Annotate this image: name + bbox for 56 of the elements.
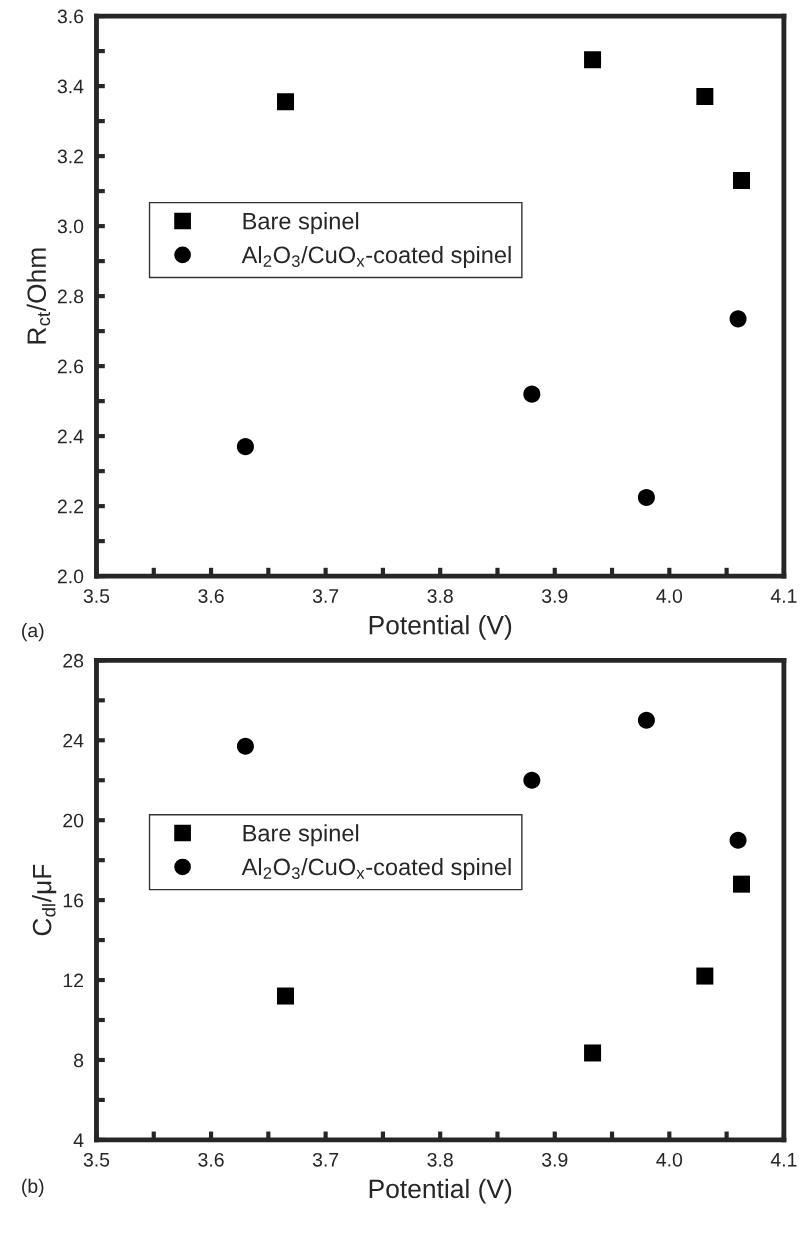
x-tick-label: 3.8 (427, 1152, 453, 1167)
y-tick-label: 3.4 (57, 79, 84, 94)
y-tick-label: 4 (73, 1133, 84, 1147)
x-tick-label: 3.9 (541, 589, 568, 603)
x-tick-label: 4.1 (770, 589, 797, 603)
y-tick-label: 8 (74, 1053, 84, 1068)
x-tick-label: 3.6 (198, 1152, 224, 1167)
text: (b) (22, 1178, 44, 1197)
y-tick-label: 16 (63, 893, 84, 908)
y-tick-label: 3.0 (57, 219, 84, 234)
x-axis-title: Potential (V) (369, 1178, 512, 1204)
y-tick-label: 3.2 (57, 149, 84, 164)
y-tick-label: 12 (63, 973, 84, 988)
point (236, 737, 254, 755)
point (584, 1044, 602, 1062)
point (729, 831, 747, 849)
y-tick-label: 3.6 (57, 9, 84, 24)
y-tick-label: 2.6 (57, 359, 84, 374)
legend-label: Al$_{2}$O$_{3}$/CuO$_{x}$-coated spinel (241, 245, 511, 268)
x-tick-label: 4.0 (656, 1152, 683, 1167)
x-tick-label: 3.5 (83, 1152, 110, 1167)
x-tick-label: 4.0 (656, 589, 683, 603)
legend-label: Bare spinel (243, 212, 359, 235)
point (696, 967, 714, 985)
point (277, 987, 295, 1005)
y-tick-label: 2.4 (57, 429, 84, 444)
point (637, 711, 655, 729)
point (584, 51, 602, 69)
y-tick-label: 2.8 (57, 289, 84, 304)
y-tick-label: 24 (63, 733, 84, 748)
point (696, 88, 714, 106)
y-axis-title: C$_{dl}$/μF (32, 864, 57, 936)
x-tick-label: 3.9 (541, 1152, 568, 1167)
point (733, 875, 751, 893)
x-tick-label: 3.8 (427, 589, 453, 603)
y-tick-label: 2.0 (57, 569, 84, 584)
point (523, 771, 541, 789)
point (523, 385, 541, 403)
text: (a) (22, 623, 44, 642)
legend-label: Bare spinel (243, 824, 359, 847)
x-tick-label: 3.5 (83, 589, 110, 603)
x-axis-title: Potential (V) (369, 615, 512, 640)
y-tick-label: 20 (63, 813, 84, 828)
y-axis-title: R$_{ct}$/Ohm (26, 248, 51, 344)
legend-label: Al$_{2}$O$_{3}$/CuO$_{x}$-coated spinel (241, 857, 511, 880)
y-tick-label: 2.2 (57, 499, 84, 514)
point (733, 172, 751, 190)
point (236, 438, 254, 456)
x-tick-label: 3.7 (312, 1152, 339, 1167)
x-tick-label: 3.7 (312, 589, 339, 603)
y-tick-label: 28 (63, 653, 84, 668)
point (277, 93, 295, 111)
x-tick-label: 4.1 (770, 1153, 797, 1167)
point (729, 310, 747, 328)
x-tick-label: 3.6 (198, 589, 224, 603)
point (637, 488, 655, 506)
